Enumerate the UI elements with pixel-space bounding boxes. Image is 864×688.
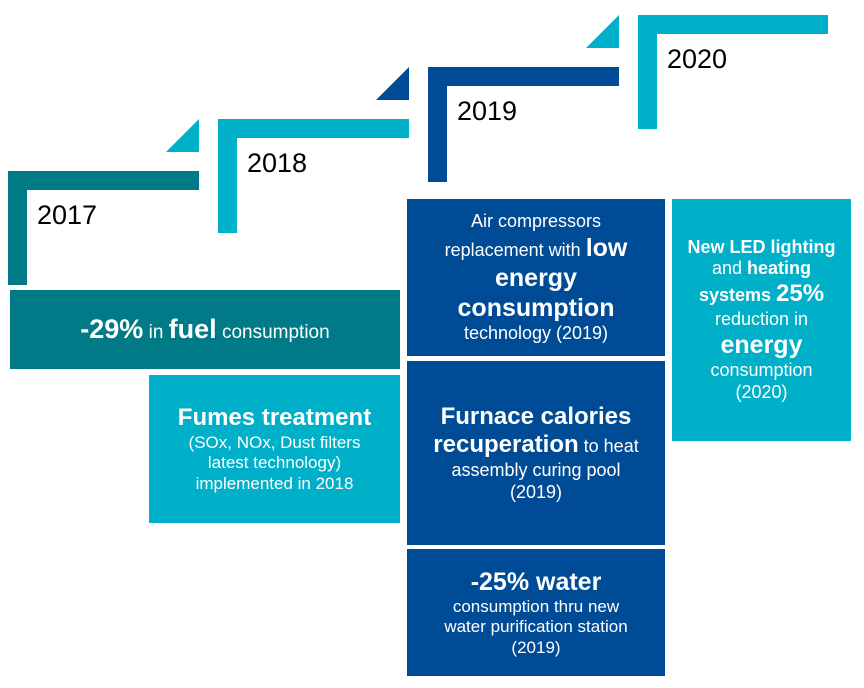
led-bold: New LED lighting (687, 236, 836, 257)
fuel-pct: -29% (80, 314, 144, 345)
bracket-2018-top (218, 119, 409, 138)
fumes-title: Fumes treatment (177, 404, 372, 432)
furnace-line: (2019) (509, 481, 563, 502)
bracket-2020-top (638, 15, 828, 34)
fumes-line: implemented in 2018 (195, 473, 354, 493)
air-line: technology (2019) (463, 322, 609, 343)
led-bold: energy (720, 331, 803, 360)
year-2020: 2020 (667, 44, 728, 74)
year-2018: 2018 (247, 148, 308, 178)
water-line: (2019) (511, 637, 561, 657)
led-box: New LED lighting and heating systems 25%… (672, 199, 851, 441)
led-line: (2020) (735, 381, 788, 402)
fuel-word: fuel (168, 314, 217, 345)
air-bold: consumption (457, 293, 615, 322)
led-bold: systems (698, 284, 776, 305)
year-2019: 2019 (457, 96, 518, 126)
air-line: replacement with (444, 239, 586, 260)
led-line: reduction in (714, 308, 809, 329)
air-compressors-box: Air compressors replacement with low ene… (407, 199, 665, 356)
triangle-icon (376, 67, 409, 100)
water-box: -25% water consumption thru new water pu… (407, 549, 665, 676)
bracket-2020-side (638, 15, 657, 129)
led-line: consumption (710, 360, 813, 381)
furnace-line: assembly curing pool (451, 460, 621, 481)
furnace-bold: recuperation (433, 431, 579, 459)
led-line: and (711, 258, 748, 279)
fumes-line: (SOx, NOx, Dust filters (188, 432, 361, 452)
air-line: Air compressors (470, 210, 602, 231)
triangle-icon (586, 15, 619, 48)
furnace-line: to heat (578, 436, 639, 457)
year-2017: 2017 (37, 200, 98, 230)
bracket-2019-top (428, 67, 619, 86)
fumes-line: latest technology) (207, 453, 342, 473)
fuel-rest: consumption (216, 322, 330, 344)
water-line: consumption thru new (452, 596, 620, 616)
led-bold: heating (747, 258, 812, 279)
bracket-2019-side (428, 67, 447, 182)
fuel-box: -29% in fuel consumption (10, 290, 400, 369)
water-line: water purification station (444, 617, 628, 637)
fumes-box: Fumes treatment (SOx, NOx, Dust filters … (149, 375, 400, 523)
fuel-in: in (143, 322, 169, 344)
furnace-box: Furnace calories recuperation to heat as… (407, 361, 665, 545)
air-bold: energy (495, 263, 577, 292)
bracket-2018-side (218, 119, 237, 233)
bracket-2017-side (8, 171, 27, 285)
furnace-title: Furnace calories (440, 402, 632, 430)
triangle-icon (166, 119, 199, 152)
bracket-2017-top (8, 171, 199, 190)
water-title: -25% water (470, 567, 602, 596)
led-pct: 25% (776, 279, 825, 307)
air-bold: low (585, 233, 628, 262)
